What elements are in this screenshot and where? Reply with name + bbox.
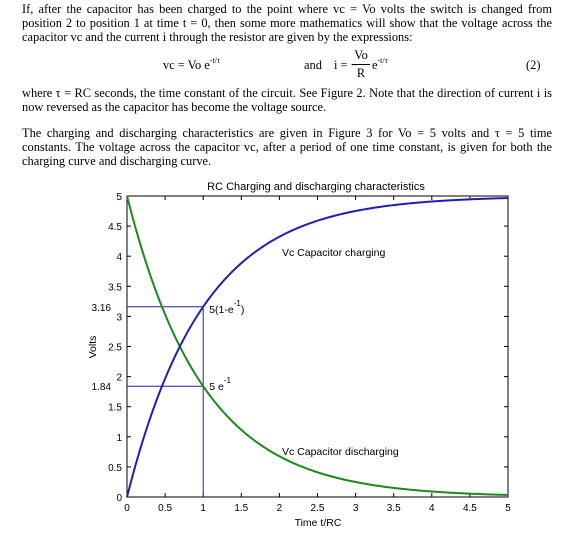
- i-equation-exp-base: e-t/τ: [372, 56, 388, 72]
- y-tick-label: 4.5: [108, 222, 122, 233]
- chart-title: RC Charging and discharging characterist…: [207, 181, 425, 193]
- point-annotation: 5(1-e-1): [209, 299, 244, 316]
- intro-paragraph: If, after the capacitor has been charged…: [22, 2, 552, 44]
- paragraph-characteristics: The charging and discharging characteris…: [22, 126, 552, 168]
- x-tick-label: 3.5: [387, 503, 401, 514]
- x-tick-label: 1: [200, 503, 206, 514]
- charging-curve-label: Vc Capacitor charging: [282, 247, 385, 259]
- equation-2: vc = Vo e-t/τ and i = − Vo R e-t/τ (2): [0, 48, 571, 84]
- x-tick-label: 2.5: [311, 503, 325, 514]
- reference-y-label: 1.84: [92, 382, 112, 393]
- i-equation-exponent: -t/τ: [377, 56, 388, 65]
- vc-equation-exponent: -t/τ: [209, 56, 221, 65]
- discharging-series-line: [126, 195, 509, 496]
- charging-series-line: [126, 197, 509, 498]
- y-tick-label: 2.5: [108, 343, 122, 354]
- y-tick-label: 5: [116, 192, 122, 203]
- y-axis-label: Volts: [87, 336, 99, 359]
- discharging-curve-label: Vc Capacitor discharging: [282, 446, 399, 458]
- y-tick-label: 4: [116, 252, 122, 263]
- vc-equation-lhs: vc = Vo e: [163, 58, 210, 72]
- x-tick-label: 2: [277, 503, 283, 514]
- i-equation-numerator: Vo: [354, 48, 368, 62]
- y-tick-label: 0: [116, 493, 122, 504]
- y-tick-label: 0.5: [108, 463, 122, 474]
- vc-equation: vc = Vo e-t/τ: [163, 56, 221, 73]
- paragraph-time-constant: where τ = RC seconds, the time constant …: [22, 86, 552, 114]
- x-axis-label: Time t/RC: [295, 517, 342, 529]
- y-tick-label: 2: [116, 373, 122, 384]
- fraction-line: [352, 64, 370, 65]
- y-tick-label: 3.5: [108, 282, 122, 293]
- y-tick-label: 1.5: [108, 403, 122, 414]
- x-tick-label: 0: [124, 503, 130, 514]
- i-equation-denominator: R: [356, 66, 366, 80]
- point-annotation: 5 e-1: [209, 376, 231, 393]
- x-tick-label: 1.5: [234, 503, 248, 514]
- i-equation-lhs: i = −: [334, 58, 358, 72]
- x-tick-label: 5: [505, 503, 511, 514]
- equation-number: (2): [526, 58, 541, 72]
- y-tick-label: 1: [116, 433, 122, 444]
- x-tick-label: 4: [429, 503, 435, 514]
- x-tick-label: 3: [353, 503, 359, 514]
- y-tick-label: 3: [116, 312, 122, 323]
- equation-and: and: [304, 58, 322, 72]
- reference-y-label: 3.16: [92, 303, 112, 314]
- x-tick-label: 4.5: [463, 503, 477, 514]
- x-tick-label: 0.5: [158, 503, 172, 514]
